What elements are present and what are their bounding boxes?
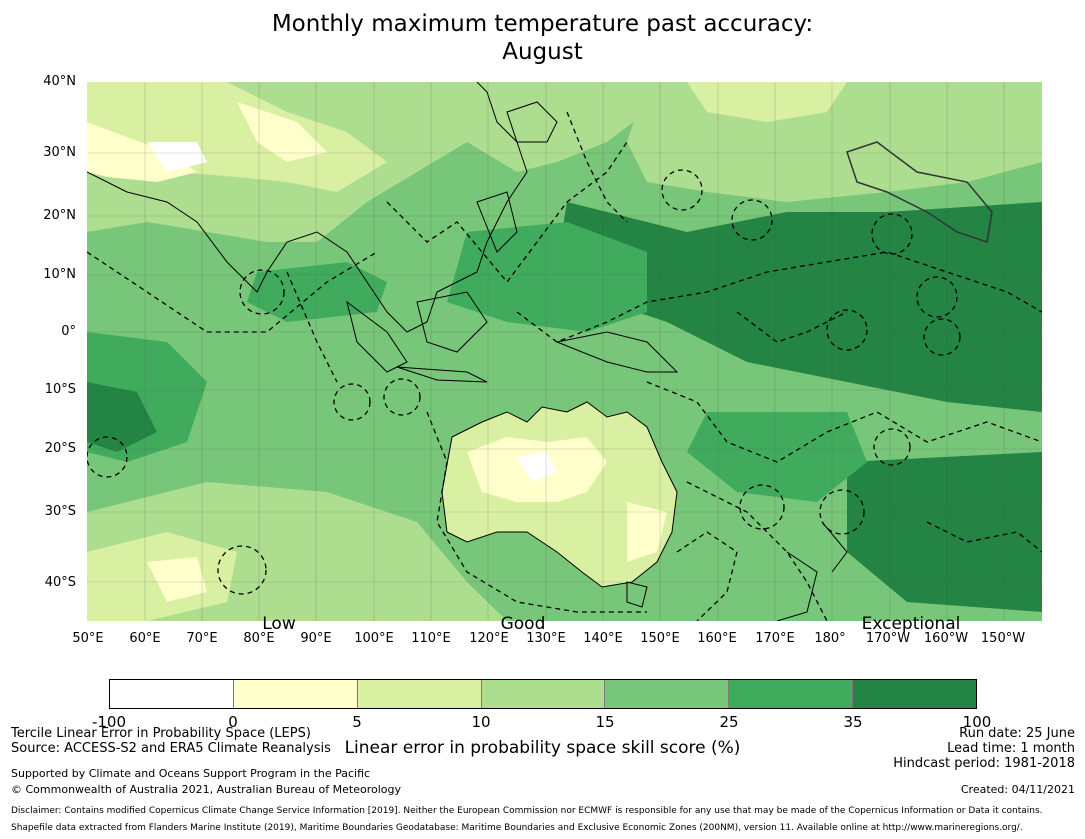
info-support: Supported by Climate and Oceans Support … xyxy=(11,767,371,780)
chart-title-line1: Monthly maximum temperature past accurac… xyxy=(271,11,814,37)
asia-coastline xyxy=(87,82,528,333)
lat-label-10s: 10°S xyxy=(44,382,76,397)
lat-label-40n: 40°N xyxy=(43,74,76,89)
eez-boundaries xyxy=(87,111,1042,621)
colorbar-tick-8: 100 xyxy=(962,713,992,731)
lat-label-20n: 20°N xyxy=(43,208,76,223)
new-zealand-coastline xyxy=(776,521,848,621)
australia-coastline xyxy=(441,401,678,588)
disclaimer-copernicus: Disclaimer: Contains modified Copernicus… xyxy=(11,806,1043,816)
borneo-coastline xyxy=(416,291,488,353)
australia-none-interior xyxy=(517,452,557,482)
lon-label-150w: 150°W xyxy=(980,631,1026,646)
info-created-date: Created: 04/11/2021 xyxy=(960,783,1075,796)
colorbar-tick-7: 35 xyxy=(843,713,863,731)
java-coastline xyxy=(396,366,488,383)
colorbar-tick-5: 15 xyxy=(595,713,615,731)
lon-label-90e: 90°E xyxy=(300,631,332,646)
map-canvas xyxy=(87,82,1042,621)
chart-title-line2: August xyxy=(502,39,583,65)
colorbar-swatch-2 xyxy=(233,680,358,708)
new-guinea-coastline xyxy=(555,331,679,373)
colorbar-swatch-5 xyxy=(605,680,730,708)
info-method: Tercile Linear Error in Probability Spac… xyxy=(11,726,311,741)
lon-label-70e: 70°E xyxy=(186,631,218,646)
lon-label-160e: 160°E xyxy=(697,631,737,646)
region-poor-north-pacific xyxy=(687,82,847,122)
skill-score-map xyxy=(87,82,1042,621)
region-low-south-indian xyxy=(147,557,207,602)
hawaii-eez-outline xyxy=(846,141,993,243)
colorbar-tick-2: 0 xyxy=(228,713,238,731)
lon-label-180: 180° xyxy=(814,631,846,646)
colorbar-tick-4: 10 xyxy=(471,713,491,731)
region-exceptional-pacific xyxy=(557,202,1042,412)
category-label-low: Low xyxy=(262,614,296,634)
lon-label-170w: 170°W xyxy=(865,631,911,646)
lon-label-100e: 100°E xyxy=(354,631,394,646)
lat-label-30n: 30°N xyxy=(43,145,76,160)
info-copyright: © Commonwealth of Australia 2021, Austra… xyxy=(11,783,401,796)
colorbar-label: Linear error in probability space skill … xyxy=(344,738,741,758)
lon-label-110e: 110°E xyxy=(411,631,451,646)
lat-label-20s: 20°S xyxy=(44,441,76,456)
colorbar xyxy=(109,679,977,709)
lon-label-140e: 140°E xyxy=(583,631,623,646)
lon-label-50e: 50°E xyxy=(72,631,104,646)
info-run-date: Run date: 25 June xyxy=(959,726,1075,741)
category-label-good: Good xyxy=(500,614,546,634)
colorbar-swatch-7 xyxy=(853,680,977,708)
disclaimer-shapefile: Shapefile data extracted from Flanders M… xyxy=(11,823,1023,833)
tasmania-coastline xyxy=(626,581,648,608)
region-strong-maritime xyxy=(447,222,647,332)
lon-label-80e: 80°E xyxy=(243,631,275,646)
lon-label-160w: 160°W xyxy=(923,631,969,646)
lat-label-equator: 0° xyxy=(61,324,76,339)
region-strong-indian-north xyxy=(247,262,387,322)
lon-label-150e: 150°E xyxy=(640,631,680,646)
colorbar-swatch-6 xyxy=(729,680,854,708)
lon-label-130e: 130°E xyxy=(526,631,566,646)
info-hindcast-period: Hindcast period: 1981-2018 xyxy=(893,756,1075,771)
graticule xyxy=(87,82,1042,621)
region-none-asia xyxy=(147,142,207,172)
lat-label-30s: 30°S xyxy=(44,504,76,519)
info-source: Source: ACCESS-S2 and ERA5 Climate Reana… xyxy=(11,741,331,756)
philippines-coastline xyxy=(476,191,518,253)
colorbar-tick-3: 5 xyxy=(352,713,362,731)
lon-label-120e: 120°E xyxy=(469,631,509,646)
colorbar-swatch-4 xyxy=(481,680,606,708)
australia-low-east xyxy=(627,502,667,562)
info-lead-time: Lead time: 1 month xyxy=(947,741,1075,756)
japan-coastline xyxy=(506,101,558,143)
category-label-exceptional: Exceptional xyxy=(861,614,961,634)
region-exceptional-west-indian xyxy=(87,382,157,452)
colorbar-swatch-3 xyxy=(357,680,482,708)
colorbar-tick-6: 25 xyxy=(719,713,739,731)
lat-label-40s: 40°S xyxy=(44,575,76,590)
lon-label-170e: 170°E xyxy=(755,631,795,646)
region-low-tibet xyxy=(237,102,327,162)
lat-label-10n: 10°N xyxy=(43,267,76,282)
colorbar-swatch-1 xyxy=(110,680,234,708)
colorbar-tick-1: -100 xyxy=(91,713,127,731)
lon-label-60e: 60°E xyxy=(129,631,161,646)
region-exceptional-south-pacific xyxy=(847,452,1042,612)
